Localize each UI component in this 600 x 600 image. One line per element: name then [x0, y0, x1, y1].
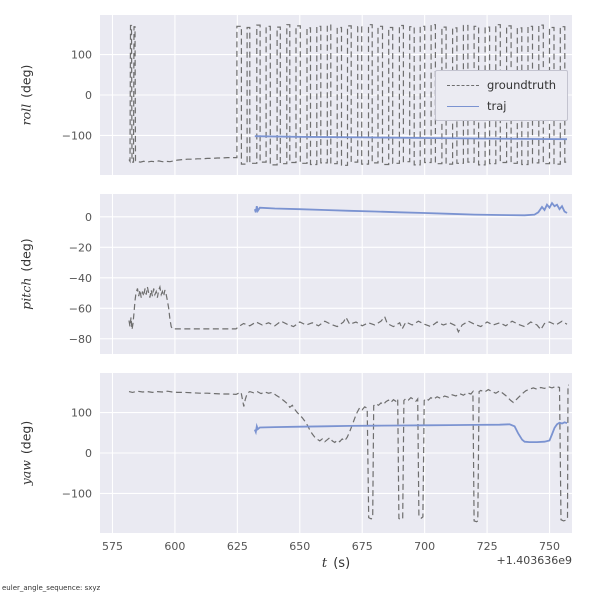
y-tick-label: 0: [85, 447, 92, 460]
series-traj: [254, 135, 568, 141]
legend: groundtruth traj: [434, 70, 568, 121]
y-tick-label: 100: [71, 49, 92, 62]
dashed-line-sample-icon: [446, 84, 479, 86]
legend-item-groundtruth: groundtruth: [446, 78, 556, 92]
y-axis-label-roll-var: roll: [18, 103, 34, 126]
y-axis-label-pitch-unit: (deg): [18, 238, 34, 276]
y-axis-label-yaw-var: yaw: [18, 460, 34, 486]
series-groundtruth: [128, 24, 569, 166]
x-tick-label: 725: [477, 540, 498, 553]
y-axis-label-pitch: pitch (deg): [19, 238, 34, 309]
y-axis-label-yaw: yaw (deg): [19, 421, 34, 486]
y-tick-label: −80: [69, 333, 92, 346]
x-tick-label: 650: [289, 540, 310, 553]
x-tick-label: 675: [352, 540, 373, 553]
legend-label-traj: traj: [486, 99, 507, 113]
y-tick-label: −100: [62, 487, 92, 500]
y-tick-label: −40: [69, 272, 92, 285]
solid-line-sample-icon: [446, 105, 479, 107]
legend-label-groundtruth: groundtruth: [486, 78, 556, 92]
y-axis-label-pitch-var: pitch: [18, 277, 34, 310]
y-tick-label: −20: [69, 241, 92, 254]
x-tick-label: 600: [164, 540, 185, 553]
x-tick-label: 750: [539, 540, 560, 553]
y-axis-label-roll: roll (deg): [19, 65, 34, 126]
y-tick-label: 0: [85, 211, 92, 224]
x-axis-label-var: t: [321, 556, 328, 571]
footer-note: euler_angle_sequence: sxyz: [2, 584, 101, 592]
y-tick-label: −100: [62, 129, 92, 142]
series-traj: [253, 201, 568, 217]
legend-item-traj: traj: [446, 99, 556, 113]
x-axis-label: t (s): [322, 556, 350, 571]
axes-background: [100, 194, 572, 354]
y-tick-label: 0: [85, 89, 92, 102]
series-groundtruth: [128, 384, 569, 523]
x-tick-label: 625: [227, 540, 248, 553]
y-tick-label: 100: [71, 407, 92, 420]
x-tick-label: 700: [414, 540, 435, 553]
y-axis-label-yaw-unit: (deg): [18, 420, 34, 459]
series-traj: [253, 421, 568, 443]
y-tick-label: −60: [69, 302, 92, 315]
x-tick-label: 575: [102, 540, 123, 553]
y-axis-label-roll-unit: (deg): [18, 64, 34, 102]
x-axis-label-unit: (s): [329, 556, 351, 571]
x-axis-offset-text: +1.403636e9: [496, 554, 572, 567]
